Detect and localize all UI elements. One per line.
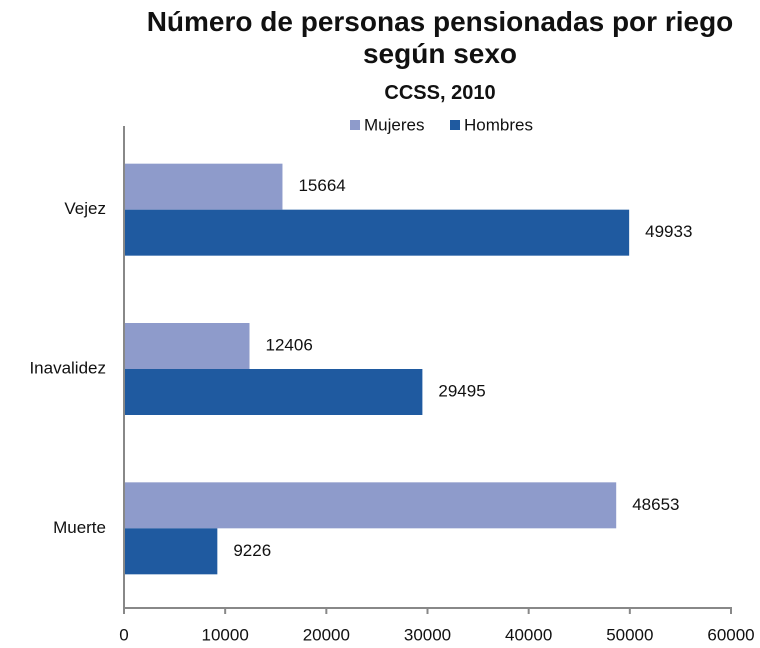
bar (124, 209, 630, 256)
bar (124, 528, 218, 575)
x-tick-label: 50000 (606, 625, 653, 644)
bar (124, 323, 250, 369)
x-tick-label: 10000 (202, 625, 249, 644)
data-label: 29495 (438, 381, 485, 400)
x-tick-label: 20000 (303, 625, 350, 644)
y-tick-label: Inavalidez (29, 358, 106, 377)
x-tick-label: 30000 (404, 625, 451, 644)
x-tick-label: 40000 (505, 625, 552, 644)
legend-label: Hombres (464, 115, 533, 134)
x-tick-label: 60000 (707, 625, 754, 644)
y-tick-label: Vejez (64, 199, 106, 218)
bar (124, 163, 283, 210)
data-label: 15664 (298, 176, 345, 195)
data-label: 49933 (645, 222, 692, 241)
bar (124, 369, 423, 415)
bar (124, 482, 617, 529)
legend-swatch (450, 120, 460, 130)
x-tick-label: 0 (119, 625, 128, 644)
y-tick-label: Muerte (53, 518, 106, 537)
data-label: 12406 (266, 335, 313, 354)
chart-subtitle: CCSS, 2010 (384, 82, 496, 104)
legend-label: Mujeres (364, 115, 424, 134)
data-label: 9226 (233, 541, 271, 560)
legend-swatch (350, 120, 360, 130)
data-label: 48653 (632, 495, 679, 514)
chart-title: Número de personas pensionadas por riego… (146, 6, 734, 69)
